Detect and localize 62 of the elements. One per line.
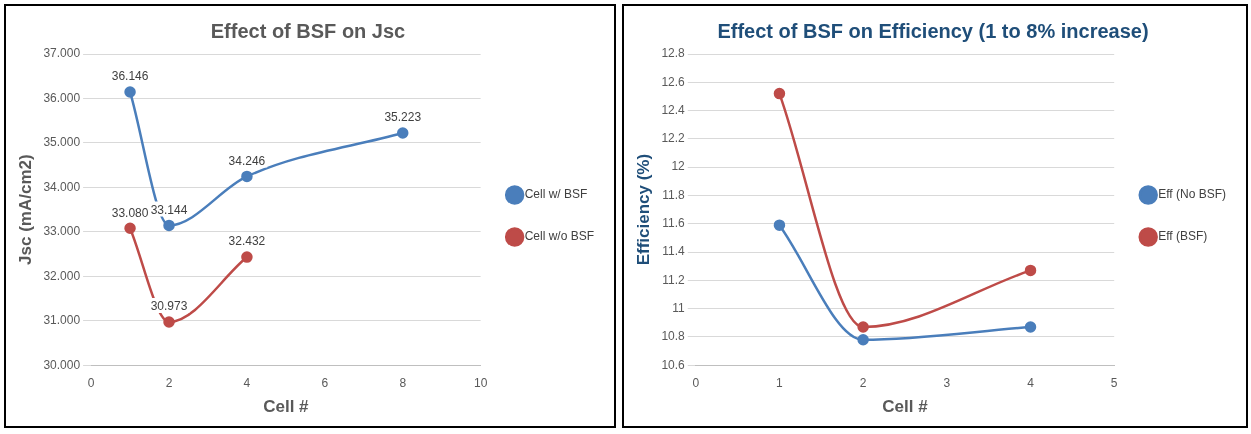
point bbox=[1024, 321, 1037, 333]
data-label: 36.146 bbox=[111, 69, 149, 84]
x-tick-label: 4 bbox=[243, 375, 251, 390]
data-label: 30.973 bbox=[150, 299, 188, 314]
y-tick-label: 37.000 bbox=[43, 46, 81, 61]
point bbox=[773, 87, 786, 100]
data-label: 33.080 bbox=[111, 205, 149, 220]
y-tick-label: 32.000 bbox=[43, 268, 81, 283]
x-axis-title: Cell # bbox=[263, 397, 310, 417]
x-tick-label: 5 bbox=[1110, 375, 1118, 390]
x-tick-label: 0 bbox=[692, 375, 700, 390]
y-tick-label: 35.000 bbox=[43, 135, 81, 150]
y-tick-label: 11.4 bbox=[662, 244, 686, 259]
point bbox=[1024, 264, 1037, 277]
y-tick-label: 12.6 bbox=[661, 74, 686, 89]
point bbox=[163, 316, 175, 328]
y-tick-label: 31.000 bbox=[43, 313, 81, 328]
x-tick-label: 2 bbox=[165, 375, 173, 390]
x-tick-label: 6 bbox=[321, 375, 329, 390]
point bbox=[163, 219, 175, 232]
legend-label: Eff (BSF) bbox=[1158, 229, 1208, 244]
point bbox=[773, 219, 786, 231]
point bbox=[857, 333, 869, 346]
x-axis-title: Cell # bbox=[882, 397, 929, 417]
legend-label: Cell w/ BSF bbox=[524, 187, 588, 202]
data-label: 32.432 bbox=[228, 234, 266, 249]
y-axis-title: Efficiency (%) bbox=[633, 153, 653, 266]
x-tick-label: 1 bbox=[776, 375, 784, 390]
data-label: 35.223 bbox=[384, 110, 422, 125]
x-tick-label: 0 bbox=[87, 375, 95, 390]
y-tick-label: 33.000 bbox=[43, 224, 81, 239]
y-tick-label: 34.000 bbox=[43, 179, 81, 194]
legend-label: Eff (No BSF) bbox=[1158, 187, 1226, 202]
point bbox=[241, 251, 253, 263]
y-tick-label: 12 bbox=[671, 159, 686, 174]
point bbox=[396, 127, 409, 139]
y-axis-title: Jsc (mA/cm2) bbox=[15, 154, 35, 265]
y-tick-label: 12.4 bbox=[661, 102, 686, 117]
point bbox=[857, 321, 869, 333]
y-tick-label: 10.8 bbox=[661, 329, 686, 344]
y-tick-label: 10.6 bbox=[661, 357, 686, 372]
x-tick-label: 10 bbox=[473, 375, 488, 390]
data-label: 33.144 bbox=[150, 202, 188, 217]
x-tick-label: 4 bbox=[1027, 375, 1035, 390]
x-tick-label: 2 bbox=[859, 375, 867, 390]
y-tick-label: 11.8 bbox=[662, 187, 686, 202]
data-label: 34.246 bbox=[228, 153, 266, 168]
chart-title: Effect of BSF on Jsc bbox=[210, 19, 406, 42]
y-tick-label: 12.8 bbox=[661, 46, 686, 61]
y-tick-label: 11 bbox=[672, 300, 686, 315]
y-tick-label: 30.000 bbox=[43, 357, 81, 372]
y-tick-label: 11.2 bbox=[662, 272, 686, 287]
y-tick-label: 36.000 bbox=[43, 90, 81, 105]
point bbox=[124, 86, 136, 98]
y-tick-label: 12.2 bbox=[661, 131, 686, 146]
chart-title: Effect of BSF on Efficiency (1 to 8% increase) bbox=[717, 19, 1149, 42]
y-tick-label: 11.6 bbox=[662, 216, 686, 231]
legend-label: Cell w/o BSF bbox=[524, 229, 595, 244]
x-tick-label: 3 bbox=[943, 375, 951, 390]
point bbox=[124, 222, 136, 235]
point bbox=[241, 170, 253, 183]
x-tick-label: 8 bbox=[399, 375, 407, 390]
